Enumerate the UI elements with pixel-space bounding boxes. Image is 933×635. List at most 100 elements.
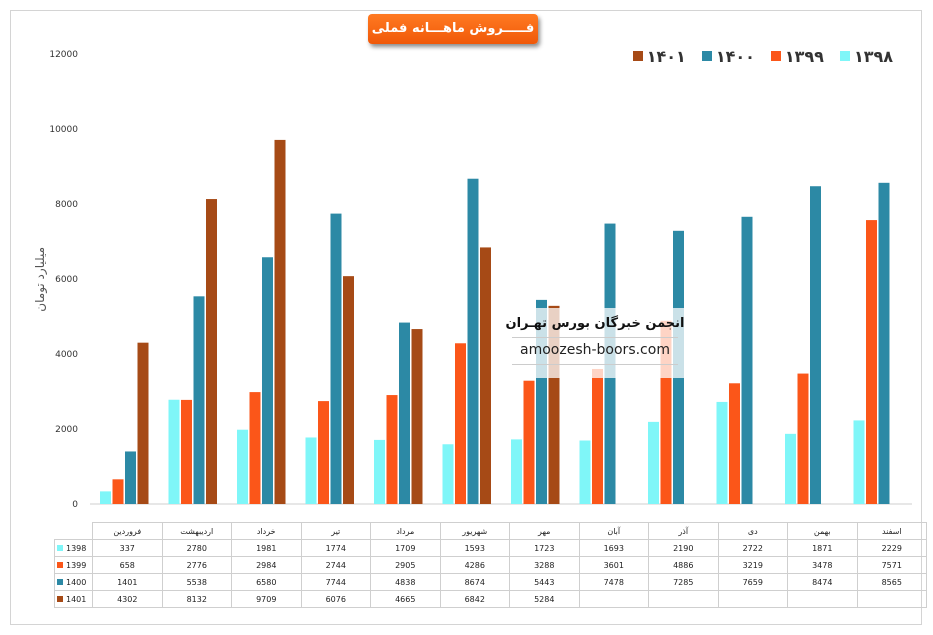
table-cell: 337 bbox=[92, 539, 163, 557]
table-cell: 8565 bbox=[856, 573, 927, 591]
data-table: فروردین اردیبهشت خرداد تیر مرداد شهریور مهر آبا… bbox=[54, 522, 927, 608]
table-cell: 2744 bbox=[300, 556, 371, 574]
bar-1401-2 bbox=[206, 199, 217, 505]
table-cell: 7285 bbox=[648, 573, 719, 591]
table-cell bbox=[648, 590, 719, 608]
bar-1399-8 bbox=[592, 368, 603, 504]
table-cell: 2984 bbox=[231, 556, 302, 574]
table-cell: 1981 bbox=[231, 539, 302, 557]
legend-label: ۱۳۹۹ bbox=[784, 46, 824, 66]
table-cell: 2229 bbox=[856, 539, 927, 557]
x-tick-label: اسفند bbox=[856, 522, 927, 540]
bar-1398-8 bbox=[579, 440, 591, 504]
watermark-divider-top bbox=[512, 337, 678, 338]
legend-item: ۱۴۰۱ bbox=[632, 46, 686, 66]
table-cell: 7478 bbox=[578, 573, 649, 591]
x-tick-label: اردیبهشت bbox=[161, 522, 232, 540]
bar-1398-6 bbox=[442, 444, 454, 504]
bar-1399-7 bbox=[523, 380, 535, 504]
x-tick-label: دی bbox=[717, 522, 788, 540]
bar-1401-3 bbox=[274, 139, 286, 504]
table-legend-key bbox=[57, 562, 63, 568]
table-cell: 2776 bbox=[161, 556, 232, 574]
table-cell bbox=[856, 590, 927, 608]
chart-title: فـــــروش ماهـــانه فملی bbox=[368, 14, 538, 44]
table-cell: 6842 bbox=[439, 590, 510, 608]
table-cell: 4665 bbox=[370, 590, 441, 608]
table-cell: 4302 bbox=[92, 590, 163, 608]
bar-1399-1 bbox=[112, 479, 124, 504]
table-cell: 2905 bbox=[370, 556, 441, 574]
table-cell: 3601 bbox=[578, 556, 649, 574]
bar-1400-1 bbox=[125, 451, 136, 504]
table-series-label: 1401 bbox=[54, 590, 93, 608]
legend-item: ۱۳۹۸ bbox=[839, 47, 893, 66]
table-cell: 8132 bbox=[161, 590, 232, 608]
y-tick-label: 0 bbox=[72, 500, 78, 510]
bar-1400-5 bbox=[399, 322, 410, 504]
y-tick-label: 4000 bbox=[55, 350, 78, 360]
table-cell: 4286 bbox=[439, 556, 510, 574]
table-legend-key bbox=[57, 596, 63, 602]
bar-1400-12 bbox=[878, 182, 890, 504]
bar-1399-5 bbox=[386, 395, 398, 504]
table-cell: 5284 bbox=[509, 590, 580, 608]
table-cell: 6580 bbox=[231, 573, 302, 591]
bar-1399-12 bbox=[866, 220, 877, 504]
bar-1401-5 bbox=[411, 329, 423, 504]
bar-1398-3 bbox=[237, 429, 248, 504]
watermark: انجمن خبرگان بورس تهـران amoozesh-boors.… bbox=[502, 308, 688, 378]
watermark-url: amoozesh-boors.com bbox=[520, 342, 670, 358]
table-cell: 2722 bbox=[717, 539, 788, 557]
bar-1398-5 bbox=[374, 439, 385, 504]
bar-1400-4 bbox=[330, 213, 342, 504]
table-cell: 1709 bbox=[370, 539, 441, 557]
table-corner bbox=[55, 523, 93, 540]
bar-1401-4 bbox=[343, 276, 354, 504]
bar-1399-6 bbox=[455, 343, 466, 504]
table-cell: 1871 bbox=[787, 539, 858, 557]
y-tick-label: 10000 bbox=[49, 125, 78, 135]
bar-1398-11 bbox=[785, 433, 796, 504]
table-cell: 8674 bbox=[439, 573, 510, 591]
legend: ۱۳۹۸ ۱۳۹۹ ۱۴۰۰ ۱۴۰۱ bbox=[632, 46, 893, 66]
table-cell: 1774 bbox=[300, 539, 371, 557]
bar-1398-12 bbox=[853, 420, 865, 504]
x-tick-label: تیر bbox=[300, 522, 371, 540]
bar-1399-2 bbox=[181, 399, 192, 504]
bar-1400-3 bbox=[262, 257, 273, 504]
bar-1399-9 bbox=[660, 320, 672, 504]
bar-1398-1 bbox=[100, 491, 111, 504]
y-tick-label: 12000 bbox=[49, 50, 78, 60]
bar-1400-10 bbox=[741, 216, 753, 504]
table-cell: 2780 bbox=[161, 539, 232, 557]
table-cell: 4886 bbox=[648, 556, 719, 574]
bar-1401-6 bbox=[480, 247, 491, 505]
legend-item: ۱۳۹۹ bbox=[770, 46, 824, 66]
table-cell: 4838 bbox=[370, 573, 441, 591]
bar-1399-3 bbox=[249, 392, 261, 504]
table-cell: 658 bbox=[92, 556, 163, 574]
y-tick-label: 8000 bbox=[55, 200, 78, 210]
table-row: 1399 658 2776 2984 2744 2905 4286 3288 3601 4886 3… bbox=[54, 556, 927, 574]
table-series-label: 1399 bbox=[54, 556, 93, 574]
bar-1398-7 bbox=[511, 439, 522, 504]
table-cell: 3478 bbox=[787, 556, 858, 574]
x-tick-label: شهریور bbox=[439, 522, 510, 540]
legend-label: ۱۴۰۱ bbox=[646, 46, 686, 66]
table-cell: 7659 bbox=[717, 573, 788, 591]
x-tick-label: فروردین bbox=[92, 522, 163, 540]
table-row: 1398 337 2780 1981 1774 1709 1593 1723 1693 2190 2… bbox=[54, 539, 927, 557]
y-axis-label: میلیارد تومان bbox=[33, 247, 47, 312]
table-cell: 9709 bbox=[231, 590, 302, 608]
x-tick-label: مهر bbox=[509, 522, 580, 540]
legend-item: ۱۴۰۰ bbox=[701, 47, 755, 66]
x-tick-label: خرداد bbox=[231, 522, 302, 540]
bar-1401-7 bbox=[548, 305, 560, 504]
table-cell: 1723 bbox=[509, 539, 580, 557]
bar-1398-9 bbox=[648, 421, 659, 504]
legend-swatch bbox=[770, 51, 781, 61]
bar-1399-11 bbox=[797, 373, 809, 504]
y-tick-label: 6000 bbox=[55, 275, 78, 285]
